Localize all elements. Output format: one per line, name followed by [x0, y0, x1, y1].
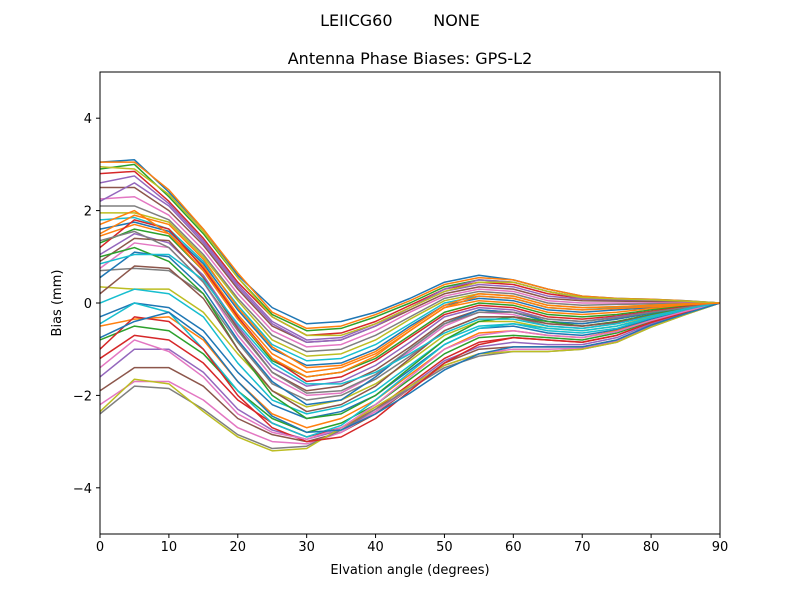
x-tick-label: 60 [505, 540, 522, 555]
x-tick-label: 10 [161, 540, 178, 555]
series-line-10 [100, 216, 720, 362]
y-tick-label: 4 [84, 112, 92, 127]
y-tick-label: −2 [73, 389, 92, 404]
series-line-6 [100, 186, 720, 344]
series-line-38 [100, 230, 720, 394]
x-axis: 0 10 20 30 40 50 60 70 80 90 [96, 534, 728, 555]
series-line-40 [100, 253, 720, 385]
series-line-41 [100, 302, 720, 434]
figure-suptitle: LEIICG60 NONE [320, 11, 480, 30]
series-line-23 [100, 302, 720, 434]
series-line-11 [100, 221, 720, 367]
series-line-20 [100, 288, 720, 415]
series-line-42 [100, 209, 720, 378]
series-line-8 [100, 205, 720, 353]
series-line-37 [100, 302, 720, 441]
x-tick-label: 50 [436, 540, 453, 555]
x-tick-label: 20 [230, 540, 247, 555]
series-line-32 [100, 214, 720, 369]
y-tick-label: 2 [84, 205, 92, 220]
series-line-21 [100, 302, 720, 420]
x-tick-label: 80 [643, 540, 660, 555]
series-line-15 [100, 232, 720, 387]
series-line-39 [100, 165, 720, 337]
x-tick-label: 0 [96, 540, 104, 555]
x-tick-label: 30 [298, 540, 315, 555]
y-tick-label: −4 [73, 482, 92, 497]
series-line-36 [100, 265, 720, 413]
y-tick-label: 0 [84, 297, 92, 312]
series-line-7 [100, 195, 720, 348]
series-line-33 [100, 246, 720, 420]
x-tick-label: 40 [367, 540, 384, 555]
y-axis-label: Bias (mm) [50, 270, 65, 337]
series-line-34 [100, 302, 720, 443]
series-lines [100, 159, 720, 452]
series-line-14 [100, 219, 720, 383]
series-line-29 [100, 302, 720, 452]
x-tick-label: 90 [712, 540, 729, 555]
x-tick-label: 70 [574, 540, 591, 555]
chart-title: Antenna Phase Biases: GPS-L2 [288, 49, 533, 68]
y-axis: −4 −2 0 2 4 [73, 112, 100, 497]
x-axis-label: Elvation angle (degrees) [330, 563, 489, 578]
series-line-22 [100, 302, 720, 429]
